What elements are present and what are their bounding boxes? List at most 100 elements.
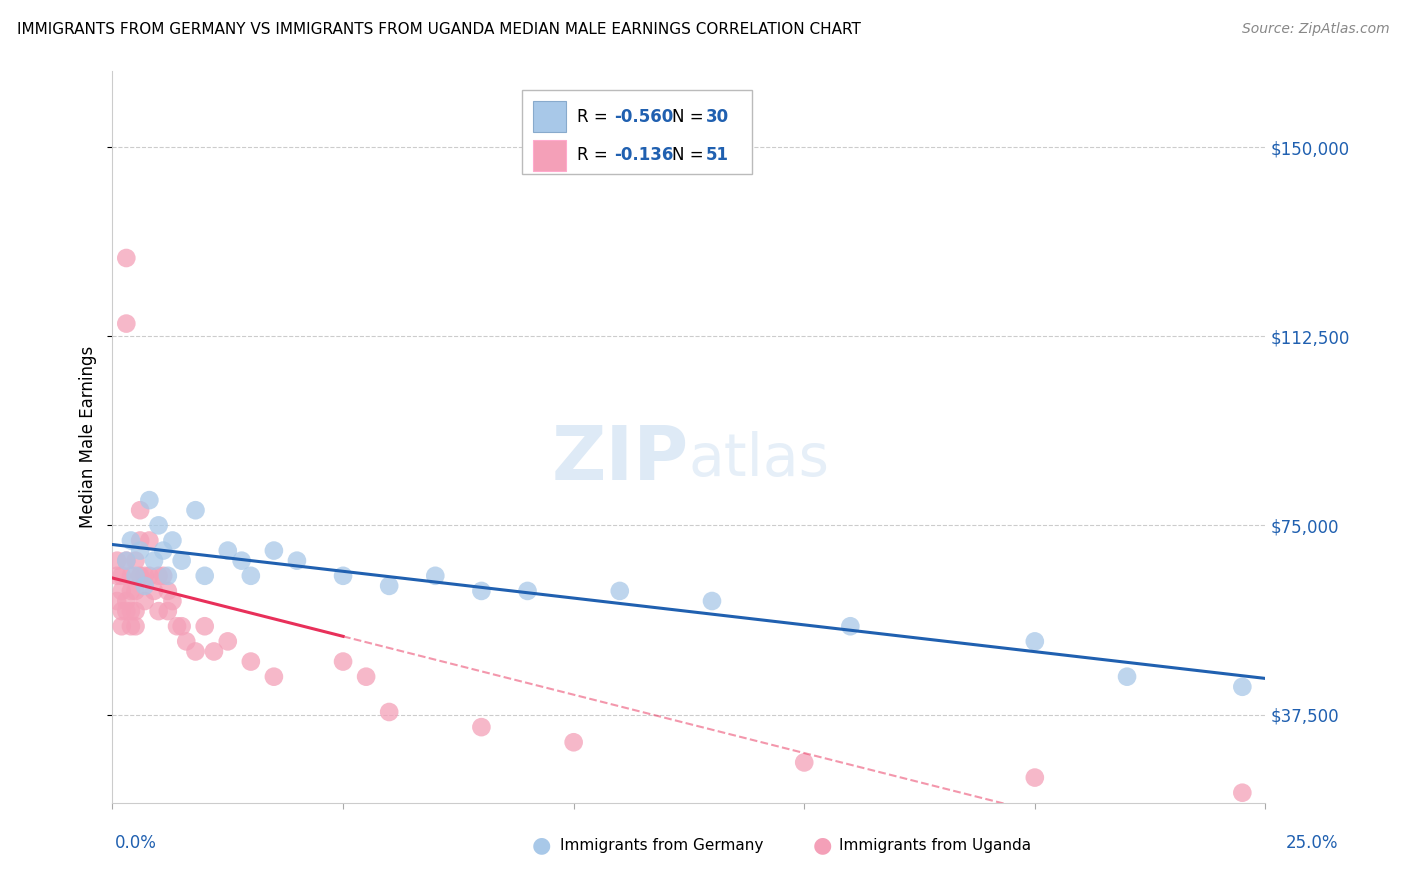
Point bbox=[174, 634, 197, 648]
Text: Source: ZipAtlas.com: Source: ZipAtlas.com bbox=[1241, 22, 1389, 37]
Text: R =: R = bbox=[576, 108, 613, 126]
Point bbox=[124, 583, 146, 598]
Point bbox=[156, 604, 179, 618]
Text: N =: N = bbox=[672, 108, 709, 126]
Y-axis label: Median Male Earnings: Median Male Earnings bbox=[79, 346, 97, 528]
Point bbox=[194, 619, 217, 633]
Point bbox=[332, 569, 354, 583]
Point bbox=[152, 543, 174, 558]
Point bbox=[470, 720, 492, 734]
Text: 0.0%: 0.0% bbox=[115, 834, 157, 852]
Point bbox=[138, 533, 160, 548]
Point bbox=[115, 317, 138, 331]
Text: ●: ● bbox=[813, 836, 832, 855]
Point bbox=[1024, 771, 1046, 785]
Point bbox=[105, 554, 128, 568]
Point bbox=[124, 619, 146, 633]
Point bbox=[138, 569, 160, 583]
Point bbox=[378, 705, 401, 719]
Point bbox=[239, 655, 262, 669]
Text: -0.136: -0.136 bbox=[614, 146, 673, 164]
Point bbox=[115, 554, 138, 568]
Point bbox=[115, 594, 138, 608]
Point bbox=[263, 670, 285, 684]
Point bbox=[143, 554, 166, 568]
Text: -0.560: -0.560 bbox=[614, 108, 673, 126]
Point bbox=[166, 619, 188, 633]
Point bbox=[115, 604, 138, 618]
Text: IMMIGRANTS FROM GERMANY VS IMMIGRANTS FROM UGANDA MEDIAN MALE EARNINGS CORRELATI: IMMIGRANTS FROM GERMANY VS IMMIGRANTS FR… bbox=[17, 22, 860, 37]
Point bbox=[129, 543, 152, 558]
Point bbox=[285, 554, 308, 568]
Text: N =: N = bbox=[672, 146, 709, 164]
Point bbox=[120, 604, 142, 618]
Point bbox=[332, 655, 354, 669]
Point bbox=[105, 594, 128, 608]
Point bbox=[129, 533, 152, 548]
Point bbox=[152, 569, 174, 583]
Point bbox=[148, 604, 170, 618]
Point bbox=[120, 619, 142, 633]
Text: R =: R = bbox=[576, 146, 613, 164]
Point bbox=[111, 583, 134, 598]
Text: 51: 51 bbox=[706, 146, 730, 164]
Point bbox=[111, 604, 134, 618]
Point bbox=[115, 251, 138, 265]
FancyBboxPatch shape bbox=[533, 140, 565, 170]
Point bbox=[470, 583, 492, 598]
Point bbox=[129, 569, 152, 583]
Point bbox=[1116, 670, 1139, 684]
Text: atlas: atlas bbox=[689, 431, 830, 488]
Point bbox=[194, 569, 217, 583]
Point bbox=[124, 569, 146, 583]
Point bbox=[162, 594, 184, 608]
Point bbox=[156, 569, 179, 583]
Point bbox=[217, 543, 239, 558]
Point bbox=[793, 756, 815, 770]
Point bbox=[1024, 634, 1046, 648]
Point bbox=[202, 644, 225, 658]
Text: 30: 30 bbox=[706, 108, 730, 126]
Point bbox=[120, 583, 142, 598]
Point bbox=[170, 619, 193, 633]
Point bbox=[134, 579, 156, 593]
Point bbox=[111, 619, 134, 633]
Point bbox=[115, 554, 138, 568]
Point bbox=[839, 619, 862, 633]
Point bbox=[700, 594, 723, 608]
Point bbox=[184, 503, 207, 517]
Point bbox=[120, 533, 142, 548]
Point bbox=[217, 634, 239, 648]
Point bbox=[231, 554, 253, 568]
Point bbox=[1232, 680, 1254, 694]
Text: ●: ● bbox=[531, 836, 551, 855]
Point bbox=[1232, 786, 1254, 800]
Point bbox=[378, 579, 401, 593]
Point bbox=[609, 583, 631, 598]
Point bbox=[120, 569, 142, 583]
Text: Immigrants from Germany: Immigrants from Germany bbox=[560, 838, 763, 853]
Text: 25.0%: 25.0% bbox=[1286, 834, 1339, 852]
Point bbox=[162, 533, 184, 548]
Point bbox=[425, 569, 447, 583]
Point bbox=[170, 554, 193, 568]
Point bbox=[124, 554, 146, 568]
Point bbox=[516, 583, 538, 598]
Point bbox=[562, 735, 585, 749]
Point bbox=[124, 604, 146, 618]
Point bbox=[143, 583, 166, 598]
Point bbox=[354, 670, 377, 684]
Text: ZIP: ZIP bbox=[551, 423, 689, 496]
Point bbox=[148, 518, 170, 533]
Point bbox=[138, 493, 160, 508]
Point bbox=[111, 569, 134, 583]
Text: Immigrants from Uganda: Immigrants from Uganda bbox=[839, 838, 1032, 853]
Point bbox=[134, 594, 156, 608]
Point bbox=[184, 644, 207, 658]
Point bbox=[148, 569, 170, 583]
Point bbox=[129, 503, 152, 517]
FancyBboxPatch shape bbox=[522, 90, 752, 174]
Point bbox=[105, 569, 128, 583]
Point bbox=[156, 583, 179, 598]
Point bbox=[134, 569, 156, 583]
